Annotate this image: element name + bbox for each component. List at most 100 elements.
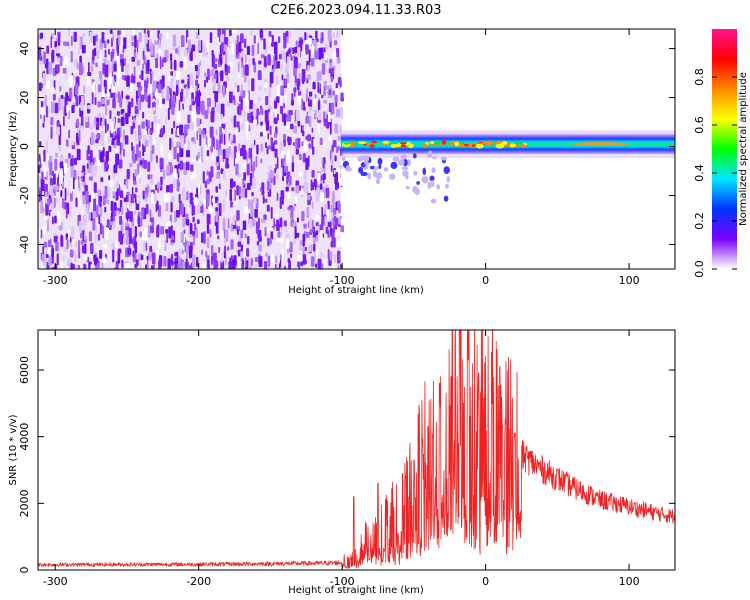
noise-cell bbox=[264, 82, 268, 89]
noise-cell bbox=[59, 161, 64, 169]
noise-cell bbox=[132, 75, 136, 84]
noise-cell bbox=[38, 164, 41, 174]
noise-cell bbox=[100, 145, 103, 151]
noise-cell bbox=[244, 188, 248, 198]
noise-cell bbox=[180, 135, 185, 149]
noise-cell bbox=[224, 121, 227, 133]
noise-cell bbox=[54, 102, 59, 114]
noise-cell bbox=[253, 196, 257, 205]
noise-cell bbox=[143, 159, 147, 169]
noise-cell bbox=[211, 255, 213, 265]
noise-cell bbox=[267, 237, 270, 247]
signal-hotspot bbox=[520, 144, 527, 148]
noise-cell bbox=[207, 259, 210, 269]
signal-hotspot bbox=[450, 140, 455, 146]
noise-cell bbox=[133, 66, 136, 79]
signal-hotspot bbox=[350, 141, 355, 146]
noise-cell bbox=[178, 248, 183, 255]
noise-cell bbox=[162, 168, 165, 181]
noise-cell bbox=[280, 266, 284, 269]
noise-cell bbox=[251, 44, 255, 57]
noise-cell bbox=[38, 228, 41, 241]
noise-cell bbox=[252, 57, 255, 65]
noise-cell bbox=[219, 227, 222, 240]
snr-x-tick-label: -300 bbox=[43, 575, 68, 588]
noise-cell bbox=[215, 207, 219, 212]
noise-cell bbox=[224, 37, 229, 47]
noise-cell bbox=[300, 188, 304, 196]
noise-cell bbox=[156, 200, 159, 211]
noise-cell bbox=[323, 258, 326, 269]
noise-cell bbox=[274, 131, 277, 139]
noise-cell bbox=[149, 217, 154, 223]
noise-cell bbox=[169, 98, 172, 110]
noise-cell bbox=[334, 94, 338, 103]
noise-cell bbox=[134, 226, 137, 238]
noise-cell bbox=[242, 90, 246, 98]
noise-cell bbox=[115, 181, 119, 189]
noise-cell bbox=[70, 51, 73, 63]
noise-cell bbox=[88, 231, 93, 242]
noise-cell bbox=[189, 72, 194, 86]
noise-cell bbox=[152, 80, 157, 93]
noise-cell bbox=[191, 44, 196, 52]
noise-cell bbox=[170, 95, 175, 105]
noise-cell bbox=[57, 31, 61, 38]
snr-y-tick-label: 4000 bbox=[18, 423, 31, 451]
noise-cell bbox=[306, 206, 310, 218]
noise-cell bbox=[160, 145, 164, 157]
noise-cell bbox=[193, 139, 196, 144]
noise-cell bbox=[129, 235, 132, 245]
noise-cell bbox=[179, 61, 184, 68]
noise-cell bbox=[77, 193, 80, 201]
noise-cell bbox=[315, 263, 318, 268]
noise-cell bbox=[95, 34, 98, 42]
noise-cell bbox=[297, 137, 301, 148]
noise-cell bbox=[170, 201, 173, 213]
noise-cell bbox=[199, 60, 202, 66]
noise-cell bbox=[315, 30, 318, 39]
noise-cell bbox=[247, 235, 250, 245]
noise-cell bbox=[248, 89, 251, 102]
noise-cell bbox=[321, 32, 324, 42]
noise-cell bbox=[162, 57, 167, 63]
noise-cell bbox=[113, 164, 118, 174]
noise-cell bbox=[276, 174, 279, 179]
noise-cell bbox=[165, 229, 169, 234]
noise-cell bbox=[260, 158, 263, 164]
noise-cell bbox=[77, 47, 80, 55]
noise-cell bbox=[265, 120, 270, 131]
noise-cell bbox=[89, 31, 94, 44]
signal-hotspot bbox=[395, 143, 402, 148]
noise-cell bbox=[115, 153, 120, 166]
noise-cell bbox=[150, 265, 155, 269]
noise-cell bbox=[90, 65, 94, 72]
noise-cell bbox=[251, 176, 256, 189]
noise-cell bbox=[174, 252, 177, 257]
noise-cell bbox=[202, 232, 205, 243]
noise-cell bbox=[323, 173, 326, 180]
noise-cell bbox=[147, 161, 151, 172]
noise-cell bbox=[123, 37, 127, 49]
noise-cell bbox=[316, 248, 319, 261]
noise-cell bbox=[69, 236, 72, 243]
noise-cell bbox=[189, 54, 193, 60]
noise-cell bbox=[55, 126, 60, 136]
noise-cell bbox=[81, 44, 86, 54]
noise-cell bbox=[227, 40, 231, 48]
noise-cell bbox=[139, 86, 143, 91]
noise-cell bbox=[49, 184, 53, 196]
signal-scatter bbox=[413, 170, 418, 176]
noise-cell bbox=[174, 257, 177, 268]
noise-cell bbox=[236, 228, 239, 235]
noise-cell bbox=[248, 147, 253, 159]
noise-cell bbox=[96, 47, 100, 60]
noise-cell bbox=[261, 182, 265, 196]
noise-cell bbox=[48, 61, 53, 75]
noise-cell bbox=[65, 207, 68, 219]
noise-cell bbox=[120, 207, 124, 216]
noise-cell bbox=[313, 178, 317, 188]
noise-cell bbox=[66, 139, 69, 147]
noise-cell bbox=[321, 216, 324, 227]
noise-cell bbox=[241, 144, 246, 153]
